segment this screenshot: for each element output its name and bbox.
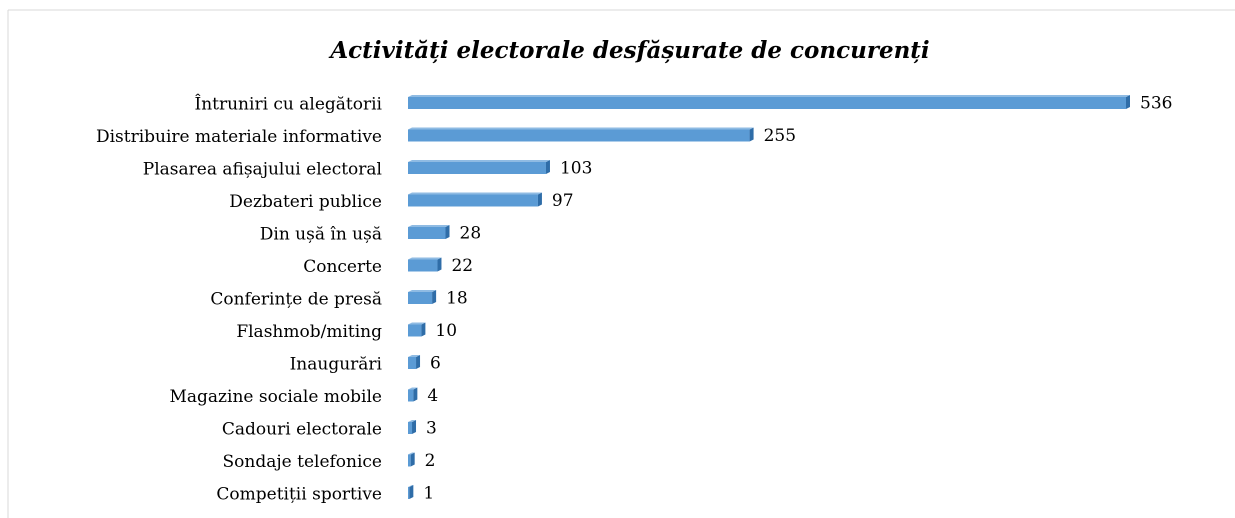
value-label: 22 bbox=[451, 256, 473, 276]
bar-top bbox=[408, 257, 442, 260]
category-label: Competiții sportive bbox=[216, 485, 382, 505]
bar bbox=[408, 194, 538, 207]
bar-side bbox=[421, 322, 426, 337]
category-label: Magazine sociale mobile bbox=[170, 387, 383, 407]
category-label: Inaugurări bbox=[290, 355, 383, 375]
bar bbox=[408, 454, 411, 467]
value-label: 3 bbox=[426, 419, 437, 439]
bar-top bbox=[408, 290, 437, 292]
bar bbox=[408, 129, 750, 142]
category-label: Dezbateri publice bbox=[229, 192, 382, 212]
category-label: Cadouri electorale bbox=[222, 420, 382, 440]
value-label: 4 bbox=[427, 386, 438, 406]
category-label: Sondaje telefonice bbox=[223, 452, 382, 472]
chart-title: Activități electorale desfășurate de con… bbox=[328, 37, 929, 64]
bar-side bbox=[1126, 95, 1130, 109]
category-label: Întruniri cu alegătorii bbox=[194, 94, 382, 115]
bar-top bbox=[408, 225, 450, 227]
bar-side bbox=[545, 160, 550, 174]
category-label: Flashmob/miting bbox=[236, 322, 382, 342]
bar-side bbox=[432, 290, 437, 304]
bar-top bbox=[408, 95, 1130, 97]
bar bbox=[408, 389, 414, 402]
bar-side bbox=[749, 127, 754, 142]
bar-side bbox=[445, 225, 450, 239]
bar-side bbox=[437, 257, 442, 272]
bar-side bbox=[416, 355, 421, 369]
bar-top bbox=[408, 485, 414, 487]
value-label: 28 bbox=[460, 224, 482, 244]
category-label: Concerte bbox=[303, 257, 382, 277]
category-label: Plasarea afișajului electoral bbox=[143, 160, 382, 180]
category-label: Distribuire materiale informative bbox=[96, 127, 382, 147]
value-label: 536 bbox=[1140, 94, 1172, 114]
value-label: 255 bbox=[764, 126, 796, 146]
bar-top bbox=[408, 192, 542, 195]
bar-top bbox=[408, 160, 550, 162]
value-label: 1 bbox=[423, 484, 434, 504]
bar-top bbox=[408, 452, 415, 455]
bar-top bbox=[408, 322, 426, 325]
bar-side bbox=[410, 452, 415, 467]
bar-top bbox=[408, 387, 418, 390]
value-label: 6 bbox=[430, 354, 441, 374]
bar-side bbox=[412, 420, 417, 434]
bar-side bbox=[537, 192, 542, 207]
bar bbox=[408, 292, 433, 304]
bar bbox=[408, 162, 546, 174]
value-label: 18 bbox=[446, 289, 468, 309]
bar-side bbox=[413, 387, 418, 402]
value-label: 103 bbox=[560, 159, 592, 179]
bar bbox=[408, 357, 417, 369]
bar bbox=[408, 227, 446, 239]
value-label: 10 bbox=[435, 321, 457, 341]
value-label: 2 bbox=[425, 451, 436, 471]
bar bbox=[408, 97, 1126, 109]
bar bbox=[408, 324, 422, 337]
bar-top bbox=[408, 127, 754, 130]
value-label: 97 bbox=[552, 191, 574, 211]
category-label: Conferințe de presă bbox=[210, 290, 382, 310]
bar-side bbox=[409, 485, 414, 499]
bar bbox=[408, 487, 410, 499]
bar-top bbox=[408, 420, 417, 422]
bar bbox=[408, 259, 438, 272]
category-label: Din ușă în ușă bbox=[260, 225, 382, 245]
bar bbox=[408, 422, 413, 434]
bar-top bbox=[408, 355, 421, 357]
